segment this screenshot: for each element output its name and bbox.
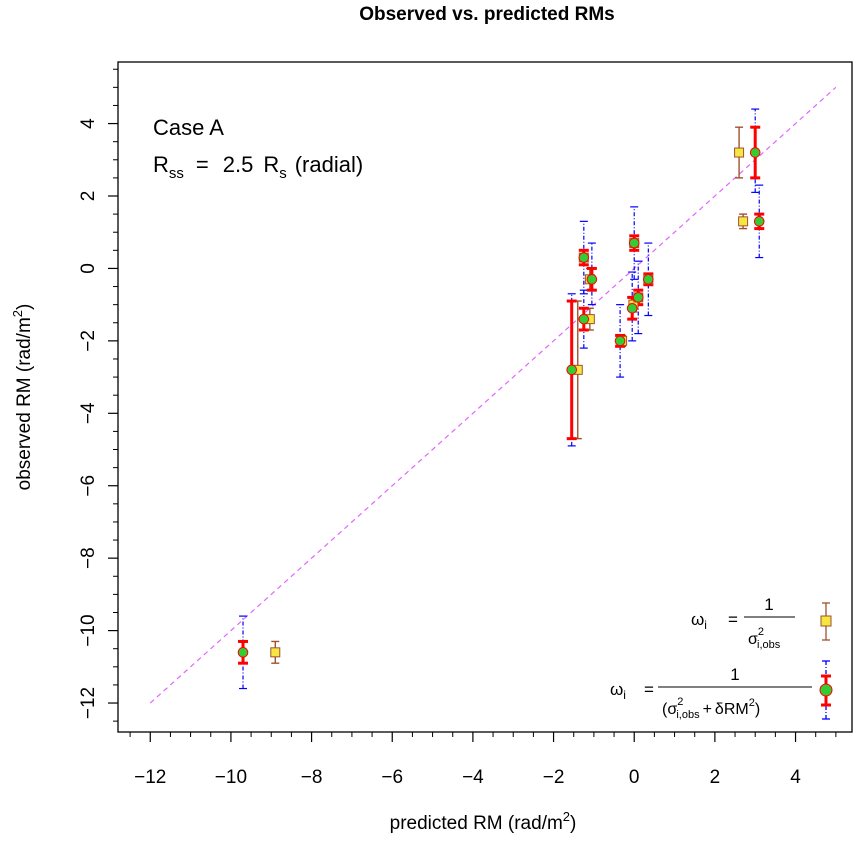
legend2-den-rm-sup: 2	[749, 697, 755, 709]
legend1-eq: =	[728, 610, 738, 629]
circle-point	[628, 237, 640, 249]
x-axis: −12 −10 −8 −6 −4 −2 0 2 4	[134, 732, 801, 788]
circle-point	[578, 252, 590, 263]
legend-entry-circle: ωi = 1 (σ2 i,obs + δRM2)	[610, 660, 833, 721]
legend2-eq: =	[644, 680, 654, 699]
x-axis-label-sep: /	[542, 813, 548, 834]
circle-point	[566, 364, 578, 376]
circle-point	[237, 647, 249, 658]
svg-text:observed RM (rad/m2): observed RM (rad/m2)	[10, 304, 35, 491]
x-tick-label: −10	[215, 767, 247, 788]
svg-text:ωi: ωi	[610, 680, 626, 702]
circle-point	[643, 273, 654, 285]
circle-point	[578, 313, 590, 325]
y-tick-label: −4	[78, 402, 99, 424]
y-tick-label: −12	[78, 687, 99, 719]
circle-point	[626, 302, 638, 314]
legend: ωi = 1 σ2 i,obs ωi = 1 (σ2 i,obs + δRM2)	[610, 595, 833, 721]
legend2-den-rm: δRM	[715, 701, 749, 718]
points-layer	[237, 108, 765, 690]
svg-text:ωi: ωi	[691, 610, 707, 632]
x-tick-label: −4	[462, 767, 484, 788]
circle-point	[749, 147, 761, 158]
legend1-square-marker	[820, 615, 832, 627]
x-axis-label-close: )	[570, 813, 576, 834]
legend2-den-open: (σ	[662, 701, 677, 718]
x-tick-label: 2	[710, 767, 721, 788]
legend1-omega: ω	[691, 610, 704, 629]
legend2-circle-marker	[819, 683, 833, 697]
y-axis-label-sup: 2	[10, 310, 25, 317]
legend2-omega: ω	[610, 680, 623, 699]
x-tick-label: 0	[629, 767, 640, 788]
x-tick-label: −8	[301, 767, 323, 788]
rs-R: R	[263, 152, 279, 177]
x-tick-label: −12	[134, 767, 166, 788]
rss-sub: ss	[169, 165, 184, 182]
circle-point	[586, 273, 598, 285]
x-tick-label: −6	[381, 767, 403, 788]
legend2-omega-sub: i	[623, 688, 626, 702]
case-label: Case A	[153, 115, 224, 140]
y-axis-label-sep: /	[14, 332, 35, 338]
legend2-den-close: )	[755, 701, 760, 718]
legend1-den-sub: i,obs	[757, 639, 781, 651]
rss-R: R	[153, 152, 169, 177]
radial-label: (radial)	[295, 152, 363, 177]
case-annotation: Case A Rss = 2.5 Rs (radial)	[153, 115, 363, 182]
circle-point	[753, 216, 765, 227]
y-axis-label: observed RM (rad/m2)	[10, 304, 35, 491]
reference-line-y-equals-x	[149, 86, 837, 704]
legend2-den-sup: 2	[677, 696, 683, 708]
rss-annotation: Rss = 2.5 Rs (radial)	[153, 152, 363, 182]
legend2-den-sub: i,obs	[676, 709, 700, 721]
rss-value: 2.5	[223, 152, 254, 177]
x-tick-label: −2	[543, 767, 565, 788]
legend-entry-square: ωi = 1 σ2 i,obs	[691, 595, 832, 651]
y-tick-label: −8	[78, 547, 99, 569]
y-tick-label: 2	[78, 191, 99, 202]
circle-point	[614, 335, 626, 347]
legend1-omega-sub: i	[704, 618, 707, 632]
x-tick-label: 4	[790, 767, 801, 788]
svg-text:(σ2i,obs+δRM2): (σ2 i,obs + δRM2)	[662, 696, 760, 721]
y-tick-label: 0	[78, 263, 99, 274]
x-axis-label: predicted RM (rad/m2)	[390, 809, 577, 834]
legend1-den-sup: 2	[758, 626, 764, 638]
circle-point	[632, 292, 644, 303]
legend1-numerator: 1	[764, 595, 773, 614]
plot-frame	[117, 61, 853, 733]
y-axis-label-unit: m	[14, 317, 35, 333]
y-tick-label: −10	[78, 614, 99, 646]
reference-line-layer	[149, 86, 837, 704]
rss-eq: =	[196, 152, 209, 177]
x-axis-label-main: predicted RM (rad	[390, 813, 542, 834]
y-axis-label-close: )	[14, 304, 35, 310]
legend2-numerator: 1	[730, 665, 739, 684]
square-point	[738, 216, 749, 227]
chart-title: Observed vs. predicted RMs	[359, 4, 615, 25]
y-axis-label-main: observed RM (rad	[14, 338, 35, 490]
svg-text:predicted RM (rad/m2): predicted RM (rad/m2)	[390, 809, 577, 834]
minor-ticks	[113, 68, 837, 737]
legend2-den-plus: +	[703, 701, 712, 718]
svg-text:σ2i,obs: σ2 i,obs	[748, 626, 781, 651]
rs-sub: s	[279, 165, 287, 182]
y-tick-label: −6	[78, 475, 99, 497]
square-point	[270, 647, 281, 658]
y-tick-label: 4	[78, 118, 99, 129]
legend1-den-sigma: σ	[748, 631, 758, 648]
y-tick-label: −2	[78, 330, 99, 352]
square-point	[734, 147, 745, 158]
x-axis-label-sup: 2	[563, 809, 570, 824]
y-axis: −12 −10 −8 −6 −4 −2 0 2 4	[78, 118, 118, 719]
x-axis-label-unit: m	[547, 813, 563, 834]
